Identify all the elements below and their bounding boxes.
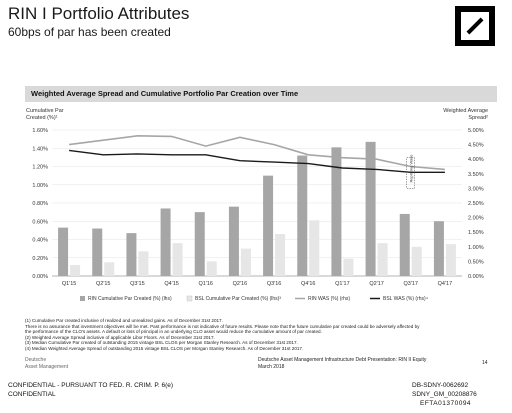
page-subtitle: 60bps of par has been created (8, 25, 171, 39)
legend-rin-par-label: RIN Cumulative Par Created (%) (lhs) (88, 296, 172, 302)
bar-rin-par (92, 228, 103, 276)
par-spread-chart: Cumulative Par Created (%)¹ Weighted Ave… (26, 108, 488, 302)
bar-rin-par (365, 141, 376, 276)
footnotes: (1) Cumulative Par created inclusive of … (25, 318, 495, 352)
bates-number-1: DB-SDNY-0062692 (412, 382, 469, 389)
left-tick-label: 1.00% (32, 183, 48, 189)
x-tick-label: Q3'16 (267, 281, 282, 287)
x-tick-label: Q4'15 (164, 281, 179, 287)
right-tick-label: 3.00% (468, 186, 484, 192)
tick-labels: 0.00% 0.20% 0.40% 0.60% 0.80% 1.00% 1.20% 1.40%… (32, 128, 483, 287)
annotation-group: Repricing Wave (406, 154, 415, 189)
bar-rin-par (433, 221, 444, 276)
left-tick-label: 0.80% (32, 201, 48, 207)
right-axis-title-line1: Weighted Average (443, 108, 488, 114)
bates-number-2: SDNY_GM_00208876 (412, 391, 477, 398)
right-tick-label: 1.50% (468, 230, 484, 236)
line-bsl-was (69, 149, 445, 174)
chart-legend: RIN Cumulative Par Created (%) (lhs) BSL … (80, 295, 428, 302)
left-tick-label: 1.20% (32, 165, 48, 171)
line-rin-was (68, 134, 445, 171)
legend-rin-was-label: RIN WAS (%) (rhs) (308, 296, 350, 302)
footnote-2: (2) Weighted Average Spread inclusive of… (25, 334, 215, 340)
left-tick-label: 0.00% (32, 274, 48, 280)
bar-rin-par (399, 213, 410, 276)
footnote-4: (4) Median Weighted Average Spread of ou… (25, 345, 304, 351)
x-tick-label: Q2'15 (96, 281, 111, 287)
right-tick-label: 5.00% (468, 128, 484, 134)
bar-bsl-par (445, 244, 456, 276)
page-number: 14 (482, 360, 488, 366)
page-title: RIN I Portfolio Attributes (8, 4, 190, 23)
company-name-line2: Asset Management (25, 364, 69, 370)
chart-grid (52, 129, 462, 277)
confidential-notice-1: CONFIDENTIAL - PURSUANT TO FED. R. CRIM.… (8, 382, 174, 389)
left-tick-label: 1.60% (32, 128, 48, 134)
x-tick-label: Q1'15 (62, 281, 77, 287)
chart-banner: Weighted Average Spread and Cumulative P… (25, 86, 497, 102)
bar-bsl-par (309, 220, 320, 276)
bar-bsl-par (206, 261, 217, 276)
left-axis-title-line2: Created (%)¹ (26, 115, 58, 121)
bar-rin-par (297, 155, 308, 276)
legend-bsl-was-label: BSL WAS (%) (rhs)⁴ (383, 296, 428, 302)
bar-rin-par (228, 206, 239, 276)
left-tick-label: 0.60% (32, 219, 48, 225)
bar-rin-par (331, 147, 342, 276)
legend-bsl-par-label: BSL Cumulative Par Created (%) (lhs)³ (195, 296, 281, 302)
legend-bsl-par-swatch (186, 295, 193, 302)
bar-rin-par (263, 175, 274, 276)
x-tick-label: Q1'17 (335, 281, 350, 287)
document-title: Deutsche Asset Management Infrastructure… (258, 357, 427, 363)
bar-bsl-par (377, 243, 388, 276)
x-tick-label: Q4'16 (301, 281, 316, 287)
right-tick-label: 4.00% (468, 157, 484, 163)
x-tick-label: Q2'17 (369, 281, 384, 287)
line-series (68, 134, 445, 174)
bar-rin-par (160, 208, 171, 276)
bar-bsl-par (411, 246, 422, 276)
bar-rin-par (126, 233, 137, 276)
confidential-notice-2: CONFIDENTIAL (8, 391, 56, 398)
bar-bsl-par (240, 248, 251, 276)
right-tick-label: 0.00% (468, 274, 484, 280)
bar-bsl-par (343, 258, 354, 276)
bar-bsl-par (172, 243, 183, 276)
left-tick-label: 1.40% (32, 146, 48, 152)
bar-bsl-par (138, 251, 149, 276)
left-tick-label: 0.40% (32, 238, 48, 244)
right-tick-label: 4.50% (468, 143, 484, 149)
bar-bsl-par (70, 265, 81, 276)
right-tick-label: 3.50% (468, 172, 484, 178)
footnote-1: (1) Cumulative Par created inclusive of … (25, 318, 223, 323)
bar-series (58, 141, 456, 276)
right-tick-label: 2.50% (468, 201, 484, 207)
deutsche-bank-logo-icon (455, 6, 495, 46)
company-name-line1: Deutsche (25, 357, 47, 363)
footnote-3: (3) Median Cumulative Par created of out… (25, 340, 298, 346)
footnote-disclaimer-1: There is no assurance that investment ob… (25, 323, 420, 329)
document-date: March 2018 (258, 364, 285, 370)
left-axis-title-line1: Cumulative Par (26, 108, 64, 114)
right-tick-label: 0.50% (468, 259, 484, 265)
legend-rin-par-swatch (80, 296, 85, 301)
x-tick-label: Q1'16 (198, 281, 213, 287)
x-tick-label: Q3'15 (130, 281, 145, 287)
annotation-box (406, 157, 415, 189)
bates-number-3: EFTA01370094 (420, 400, 472, 407)
x-tick-label: Q2'16 (233, 281, 248, 287)
bar-rin-par (194, 212, 205, 276)
bar-bsl-par (275, 234, 286, 276)
left-tick-label: 0.20% (32, 256, 48, 262)
footnote-disclaimer-2: the performance of the CLO's assets. A d… (25, 329, 322, 335)
right-tick-label: 1.00% (468, 245, 484, 251)
bar-rin-par (58, 227, 69, 276)
bar-bsl-par (104, 262, 115, 276)
x-tick-label: Q4'17 (438, 281, 453, 287)
right-axis-title-line2: Spread² (468, 115, 488, 121)
x-tick-label: Q3'17 (403, 281, 418, 287)
annotation-label: Repricing Wave (408, 154, 413, 183)
right-tick-label: 2.00% (468, 216, 484, 222)
